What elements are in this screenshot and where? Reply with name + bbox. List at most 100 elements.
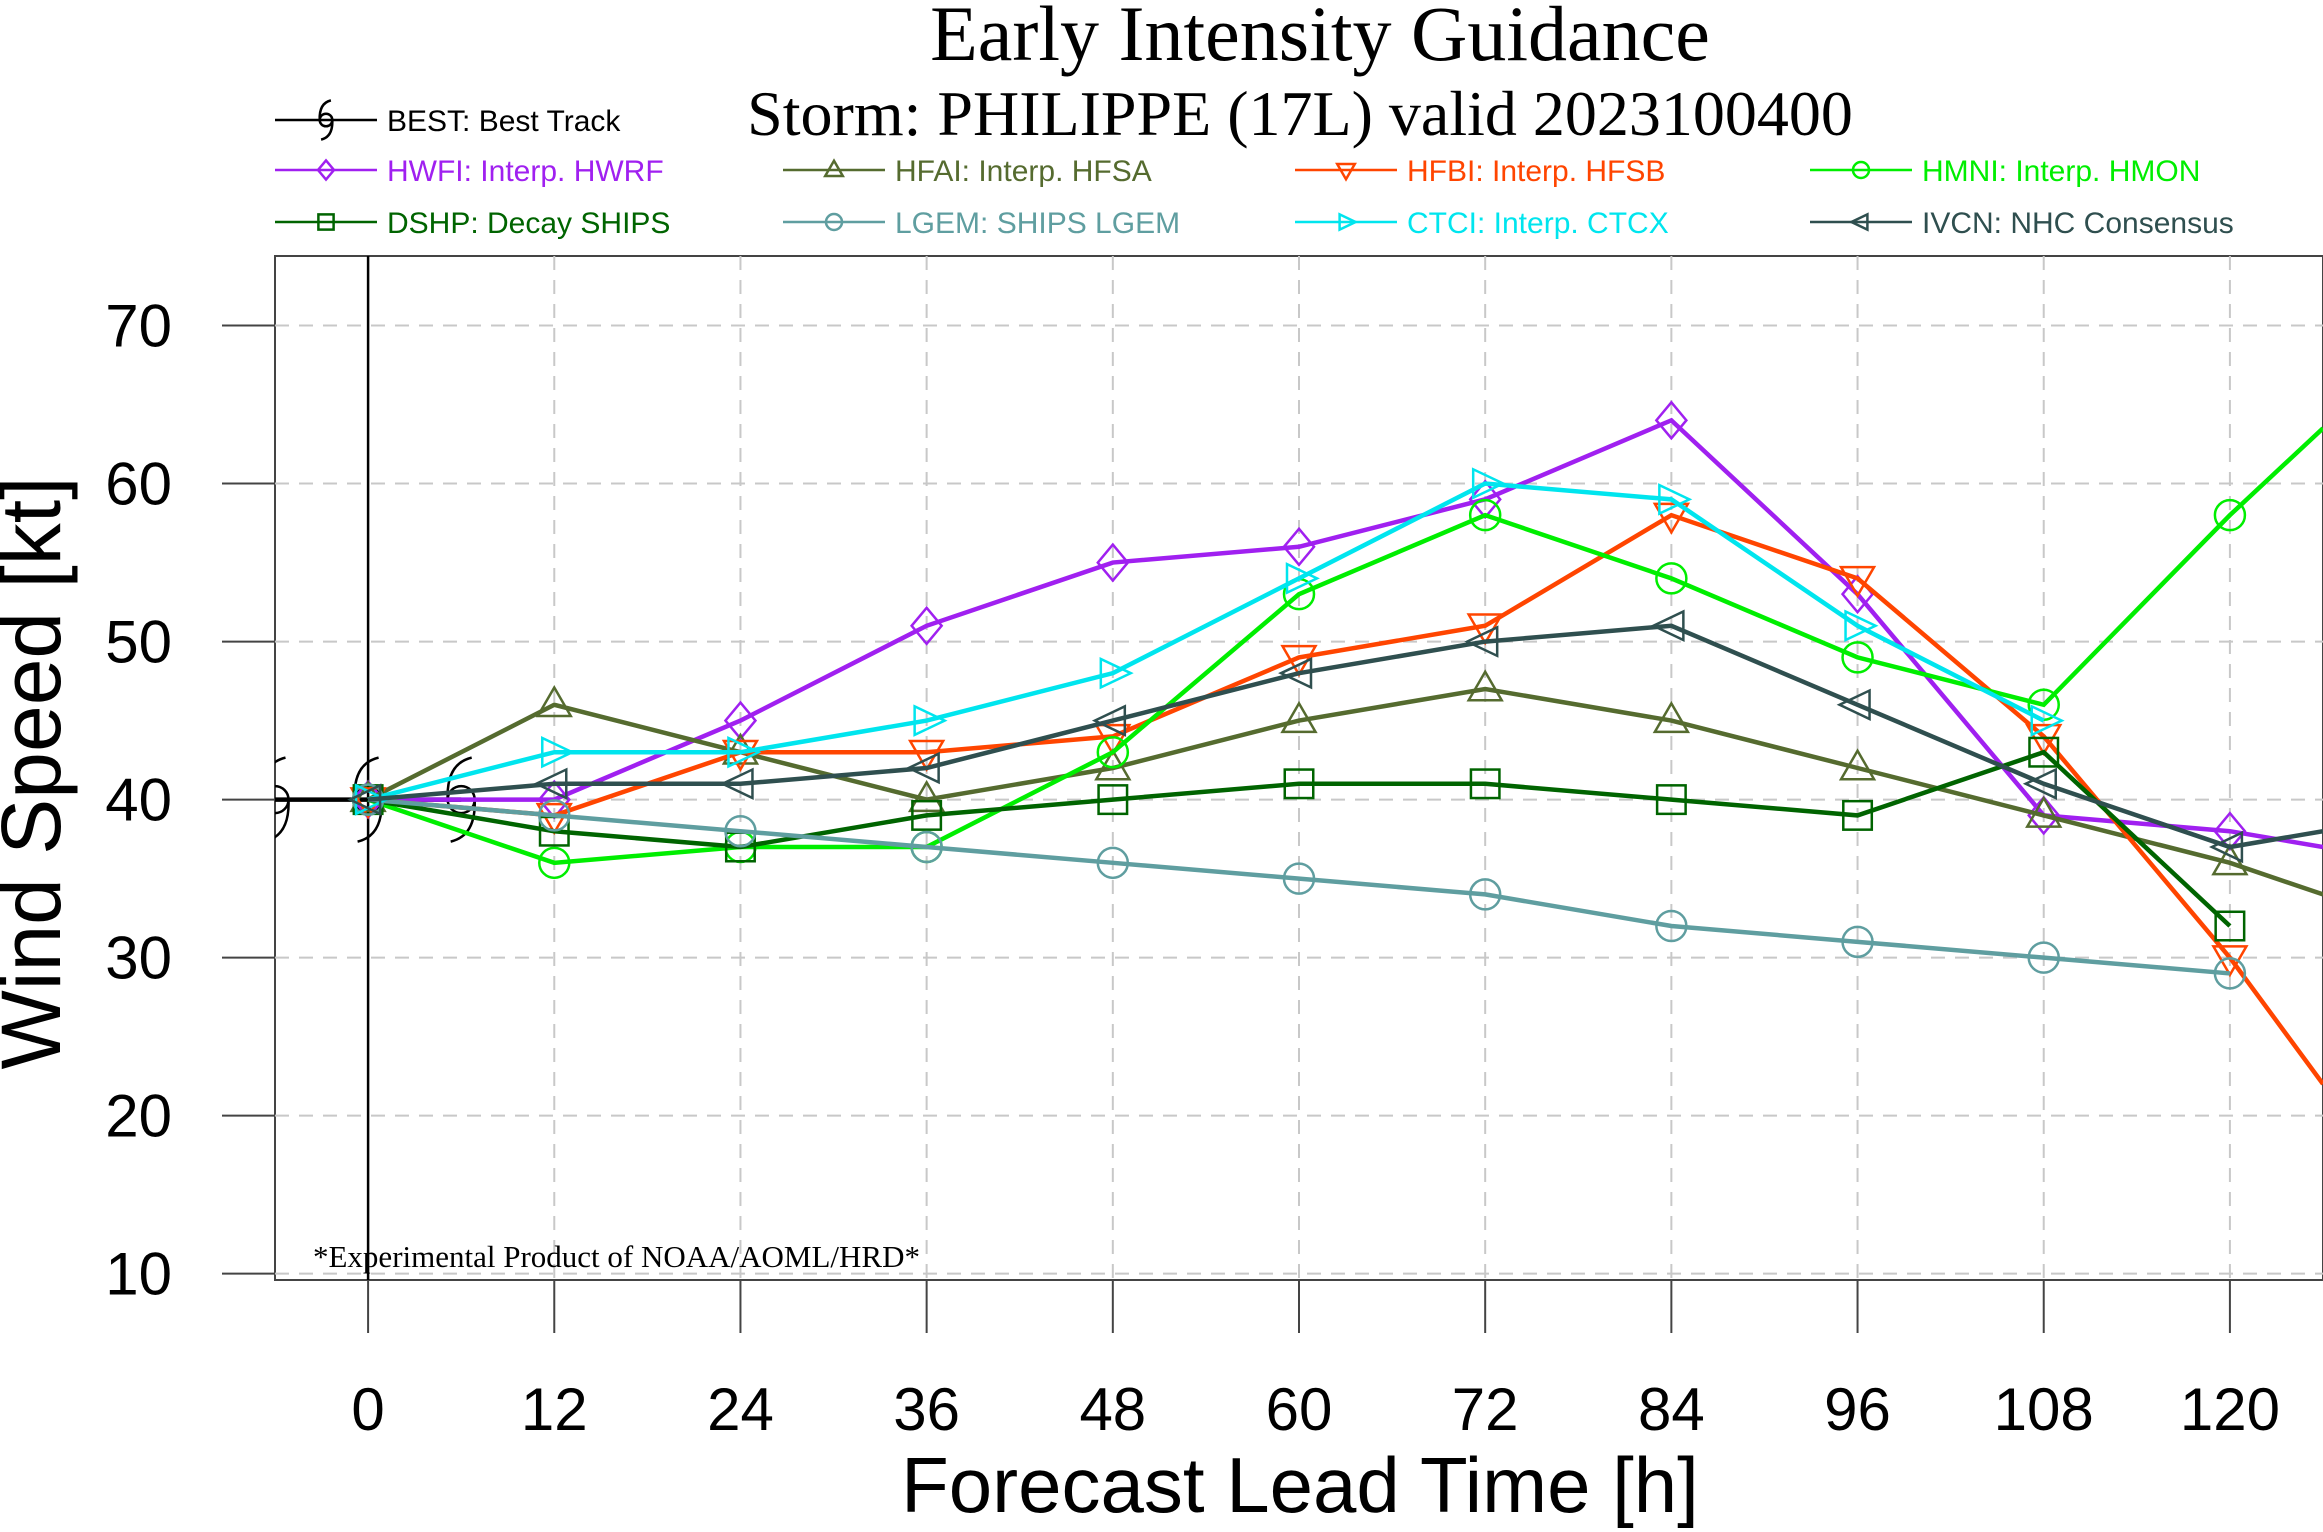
data-point xyxy=(2027,795,2061,836)
series-line xyxy=(367,512,2323,1086)
data-point xyxy=(1655,562,1688,595)
data-point xyxy=(1842,799,1874,831)
data-point xyxy=(2030,704,2065,737)
data-point xyxy=(1836,688,1871,722)
x-tick-label: 108 xyxy=(1994,1376,2094,1443)
data-point xyxy=(2027,941,2060,974)
data-point xyxy=(2025,723,2063,757)
data-point xyxy=(1471,467,1507,500)
data-point xyxy=(913,704,948,737)
data-point xyxy=(727,735,762,769)
legend-label: DSHP: Decay SHIPS xyxy=(387,207,670,240)
data-point xyxy=(1280,700,1318,734)
data-point xyxy=(1841,641,1874,674)
series-line xyxy=(367,686,2323,897)
series-line xyxy=(367,797,2231,976)
legend-label: CTCI: Interp. CTCX xyxy=(1407,207,1669,240)
legend-item: DSHP: Decay SHIPS xyxy=(275,207,670,240)
data-point xyxy=(1097,784,1129,816)
y-tick-label: 10 xyxy=(105,1241,172,1308)
legend-item: HMNI: Interp. HMON xyxy=(1810,155,2200,188)
series-line xyxy=(367,749,2232,928)
legend-item: BEST: Best Track xyxy=(275,99,621,141)
data-point xyxy=(1468,878,1502,911)
legend-item: IVCN: NHC Consensus xyxy=(1810,207,2234,240)
series-group xyxy=(275,400,2323,1086)
chart-title: Early Intensity Guidance xyxy=(930,0,1710,77)
legend-item: LGEM: SHIPS LGEM xyxy=(783,207,1180,240)
legend-marker xyxy=(1851,160,1871,180)
data-point xyxy=(541,735,576,769)
legend-marker xyxy=(1335,162,1357,182)
legend-label: HWFI: Interp. HWRF xyxy=(387,155,664,188)
x-axis-label: Forecast Lead Time [h] xyxy=(901,1441,1699,1529)
data-point xyxy=(2208,830,2244,864)
data-point xyxy=(1841,925,1874,959)
data-point xyxy=(1838,565,1877,599)
data-point xyxy=(723,700,758,741)
data-point xyxy=(354,783,390,816)
data-point xyxy=(535,685,573,718)
x-tick-label: 24 xyxy=(707,1376,774,1443)
legend-marker xyxy=(1848,212,1869,232)
x-tick-label: 0 xyxy=(351,1376,384,1443)
series-line xyxy=(367,481,2045,802)
data-point xyxy=(2028,736,2060,768)
data-point xyxy=(721,739,760,772)
data-point xyxy=(275,756,290,839)
data-point xyxy=(1469,768,1501,800)
series-ivcn xyxy=(347,609,2323,864)
legend-item: CTCI: Interp. CTCX xyxy=(1295,207,1669,240)
x-axis: 0 12 24 36 48 60 72 84 96 108 120 xyxy=(351,1280,2280,1443)
series-ctci xyxy=(354,467,2065,816)
x-tick-label: 120 xyxy=(2180,1376,2280,1443)
x-tick-label: 72 xyxy=(1452,1376,1519,1443)
data-point xyxy=(1285,562,1320,595)
series-line xyxy=(367,623,2323,850)
y-tick-label: 20 xyxy=(105,1083,172,1150)
data-point xyxy=(724,814,757,848)
grid xyxy=(275,256,2323,1280)
x-tick-label: 96 xyxy=(1824,1376,1891,1443)
x-tick-label: 48 xyxy=(1079,1376,1146,1443)
data-point xyxy=(347,783,382,816)
data-point xyxy=(1099,656,1134,690)
legend-marker xyxy=(318,99,334,141)
legend-label: HFAI: Interp. HFSA xyxy=(895,155,1152,188)
data-point xyxy=(2025,795,2063,828)
data-point xyxy=(2022,767,2057,801)
data-point xyxy=(1283,768,1315,800)
data-point xyxy=(911,799,943,831)
y-tick-label: 70 xyxy=(105,293,172,360)
legend-item: HWFI: Interp. HWRF xyxy=(275,155,664,188)
legend-marker xyxy=(317,213,335,231)
data-point xyxy=(1282,862,1316,895)
data-point xyxy=(1096,542,1130,583)
data-point xyxy=(535,802,573,836)
data-point xyxy=(2213,957,2247,990)
data-point xyxy=(2214,910,2246,942)
chart-subtitle: Storm: PHILIPPE (17L) valid 2023100400 xyxy=(747,78,1853,149)
data-point xyxy=(1655,909,1688,943)
data-point xyxy=(1096,735,1130,769)
legend-item: HFAI: Interp. HFSA xyxy=(783,155,1152,188)
y-tick-label: 30 xyxy=(105,925,172,992)
series-hfai xyxy=(349,669,2323,897)
legend-label: BEST: Best Track xyxy=(387,105,621,138)
series-lgem xyxy=(351,783,2247,990)
y-axis-label: Wind Speed [kt] xyxy=(0,477,78,1070)
legend-label: IVCN: NHC Consensus xyxy=(1922,207,2234,240)
data-point xyxy=(905,751,940,785)
x-tick-label: 84 xyxy=(1638,1376,1705,1443)
legend: BEST: Best Track HWFI: Interp. HWRF HFAI: … xyxy=(275,99,2234,240)
legend-label: HMNI: Interp. HMON xyxy=(1922,155,2200,188)
legend-marker xyxy=(823,158,845,178)
data-point xyxy=(538,846,571,880)
y-tick-label: 60 xyxy=(105,451,172,518)
x-tick-label: 60 xyxy=(1266,1376,1333,1443)
x-tick-label: 36 xyxy=(893,1376,960,1443)
y-tick-label: 50 xyxy=(105,609,172,676)
series-line xyxy=(367,426,2323,866)
data-point xyxy=(1278,656,1313,690)
